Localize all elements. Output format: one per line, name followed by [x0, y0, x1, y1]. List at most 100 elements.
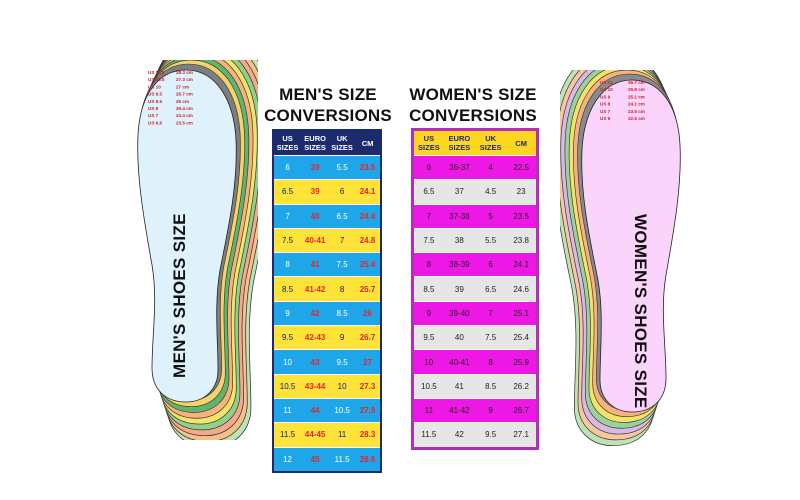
women-sole-cm-label: 25.1 cm: [628, 94, 645, 99]
men-cell-us: 12: [273, 447, 302, 473]
men-sole-illustration: US 11.5 28.3 cm US 10.5 27.3 cm US 10 27 cm US…: [137, 60, 258, 440]
men-cell-eu: 44-45: [301, 422, 330, 448]
women-sole-cm-label: 25.9 cm: [628, 87, 645, 92]
men-sole-size-label: US 10: [148, 84, 161, 89]
women-cell-us: 10.5: [412, 374, 444, 399]
women-cell-cm: 23: [506, 179, 538, 205]
table-row: 6.5 37 4.5 23: [412, 179, 538, 205]
table-row: 8 41 7.5 25.4: [273, 252, 381, 278]
men-cell-eu: 39: [301, 179, 330, 205]
men-title-line1: MEN'S SIZE: [279, 85, 377, 104]
men-size-table: US SIZES EURO SIZES UK SIZES CM 6 39 5.5 23.5 6…: [272, 129, 382, 473]
women-cell-us: 6.5: [412, 179, 444, 205]
men-cell-us: 7.5: [273, 228, 302, 254]
women-cell-uk: 7.5: [475, 325, 507, 351]
table-row: 6 36-37 4 22.5: [412, 155, 538, 181]
men-sole-size-label: US 9.5: [148, 92, 162, 97]
women-cell-uk: 6: [475, 252, 507, 278]
table-row: 9.5 42-43 9 26.7: [273, 325, 381, 351]
table-row: 6.5 39 6 24.1: [273, 179, 381, 205]
women-sole-cm-label: 26.7 cm: [628, 80, 645, 85]
men-cell-us: 8.5: [273, 276, 302, 302]
women-cell-cm: 23.5: [506, 204, 538, 229]
men-cell-uk: 9.5: [329, 349, 356, 375]
women-cell-cm: 25.1: [506, 301, 538, 327]
men-cell-eu: 41-42: [301, 276, 330, 302]
women-cell-eu: 37-38: [443, 204, 475, 229]
men-sole-cm-label: 27.3 cm: [176, 77, 193, 82]
table-row: 10 43 9.5 27: [273, 349, 381, 375]
table-row: 10.5 43-44 10 27.3: [273, 374, 381, 399]
table-row: 7 40 6.5 24.4: [273, 204, 381, 229]
women-cell-eu: 38: [443, 228, 475, 254]
men-cell-cm: 27.3: [355, 374, 381, 399]
men-cell-cm: 24.1: [355, 179, 381, 205]
men-cell-eu: 42-43: [301, 325, 330, 351]
men-sole-size-label: US 6.5: [148, 120, 162, 125]
women-header-us: US SIZES: [412, 129, 444, 156]
men-cell-uk: 5.5: [329, 155, 356, 181]
women-shoes-size-label: WOMEN'S SHOES SIZE: [631, 214, 650, 409]
women-cell-cm: 24.1: [506, 252, 538, 278]
women-cell-cm: 26.7: [506, 398, 538, 424]
women-sole-size-label: US 11: [600, 80, 613, 85]
table-row: 7 37-38 5 23.5: [412, 204, 538, 229]
women-cell-uk: 7: [475, 301, 507, 327]
men-cell-us: 7: [273, 204, 302, 229]
men-cell-uk: 8: [329, 276, 356, 302]
women-cell-cm: 25.9: [506, 349, 538, 375]
men-sole-cm-label: 27 cm: [176, 84, 189, 89]
men-sole-size-label: US 10.5: [148, 77, 165, 82]
women-cell-cm: 25.4: [506, 325, 538, 351]
men-header-eu: EURO SIZES: [301, 130, 330, 156]
women-cell-eu: 39-40: [443, 301, 475, 327]
women-cell-eu: 40: [443, 325, 475, 351]
women-cell-eu: 37: [443, 179, 475, 205]
men-sole-cm-label: 26 cm: [176, 99, 189, 104]
women-title-line1: WOMEN'S SIZE: [409, 85, 537, 104]
men-sole-cm-label: 26.7 cm: [176, 92, 193, 97]
men-shoes-size-label: MEN'S SHOES SIZE: [170, 213, 189, 378]
table-row: 6 39 5.5 23.5: [273, 155, 381, 181]
men-cell-eu: 43-44: [301, 374, 330, 399]
women-cell-uk: 4.5: [475, 179, 507, 205]
men-sole-size-label: US 11.5: [148, 70, 165, 75]
men-cell-uk: 11: [329, 422, 356, 448]
men-cell-cm: 23.5: [355, 155, 381, 181]
men-cell-eu: 40: [301, 204, 330, 229]
women-cell-eu: 38-39: [443, 252, 475, 278]
men-cell-us: 9.5: [273, 325, 302, 351]
men-cell-eu: 39: [301, 155, 330, 181]
women-cell-uk: 9.5: [475, 422, 507, 449]
men-cell-us: 8: [273, 252, 302, 278]
men-cell-cm: 27: [355, 349, 381, 375]
women-cell-us: 11.5: [412, 422, 444, 449]
men-cell-us: 9: [273, 301, 302, 327]
women-sole-size-label: US 7: [600, 109, 611, 114]
women-cell-uk: 5.5: [475, 228, 507, 254]
men-cell-cm: 26.7: [355, 325, 381, 351]
women-sole-inner: [581, 79, 681, 413]
men-cell-uk: 7: [329, 228, 356, 254]
table-row: 11 41-42 9 26.7: [412, 398, 538, 424]
men-sole-size-label: US 8: [148, 106, 159, 111]
women-cell-cm: 22.5: [506, 155, 538, 181]
women-header-eu: EURO SIZES: [443, 129, 475, 156]
women-cell-us: 9.5: [412, 325, 444, 351]
men-cell-cm: 24.4: [355, 204, 381, 229]
men-header-us: US SIZES: [273, 130, 302, 156]
men-cell-uk: 9: [329, 325, 356, 351]
women-sole-size-label: US 10: [600, 87, 613, 92]
table-row: 9.5 40 7.5 25.4: [412, 325, 538, 351]
men-sole-cm-label: 24.4 cm: [176, 113, 193, 118]
women-cell-cm: 23.8: [506, 228, 538, 254]
men-cell-cm: 25.4: [355, 252, 381, 278]
table-row: 7.5 40-41 7 24.8: [273, 228, 381, 254]
women-size-title: WOMEN'S SIZE CONVERSIONS: [404, 84, 542, 126]
men-cell-us: 11.5: [273, 422, 302, 448]
men-cell-uk: 7.5: [329, 252, 356, 278]
table-row: 11.5 42 9.5 27.1: [412, 422, 538, 449]
men-cell-cm: 27.9: [355, 398, 381, 424]
men-cell-us: 10.5: [273, 374, 302, 399]
table-row: 10 40-41 8 25.9: [412, 349, 538, 375]
